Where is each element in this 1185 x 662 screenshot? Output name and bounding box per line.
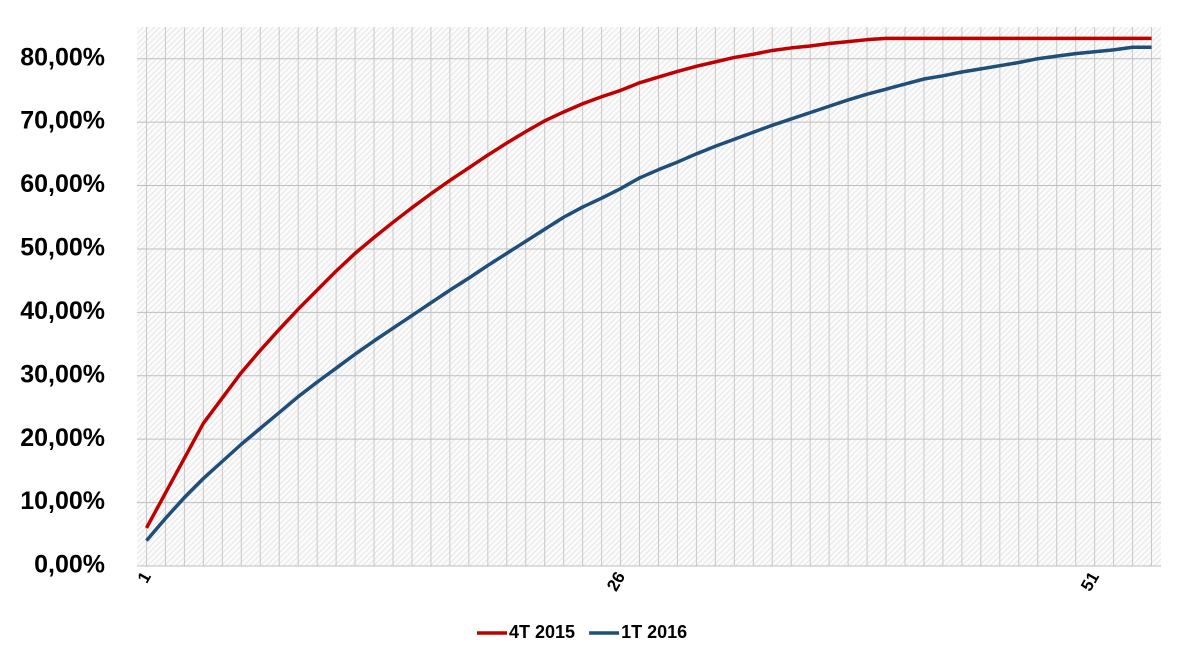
x-tick-label: 51 — [1077, 569, 1103, 595]
x-tick-label: 26 — [603, 569, 629, 595]
y-tick-label: 0,00% — [34, 551, 105, 579]
y-tick-label: 10,00% — [20, 487, 105, 515]
y-tick-label: 30,00% — [20, 360, 105, 388]
y-tick-label: 70,00% — [20, 107, 105, 135]
legend-label: 4T 2015 — [509, 622, 575, 642]
y-tick-label: 50,00% — [20, 234, 105, 262]
y-tick-label: 40,00% — [20, 297, 105, 325]
series-line — [144, 36, 1152, 529]
plot-area — [137, 27, 1161, 566]
y-tick-label: 20,00% — [20, 424, 105, 452]
legend-label: 1T 2016 — [621, 622, 687, 642]
x-tick-label: 1 — [134, 569, 155, 587]
y-tick-label: 60,00% — [20, 170, 105, 198]
series-line — [145, 45, 1152, 542]
y-tick-label: 80,00% — [20, 43, 105, 71]
